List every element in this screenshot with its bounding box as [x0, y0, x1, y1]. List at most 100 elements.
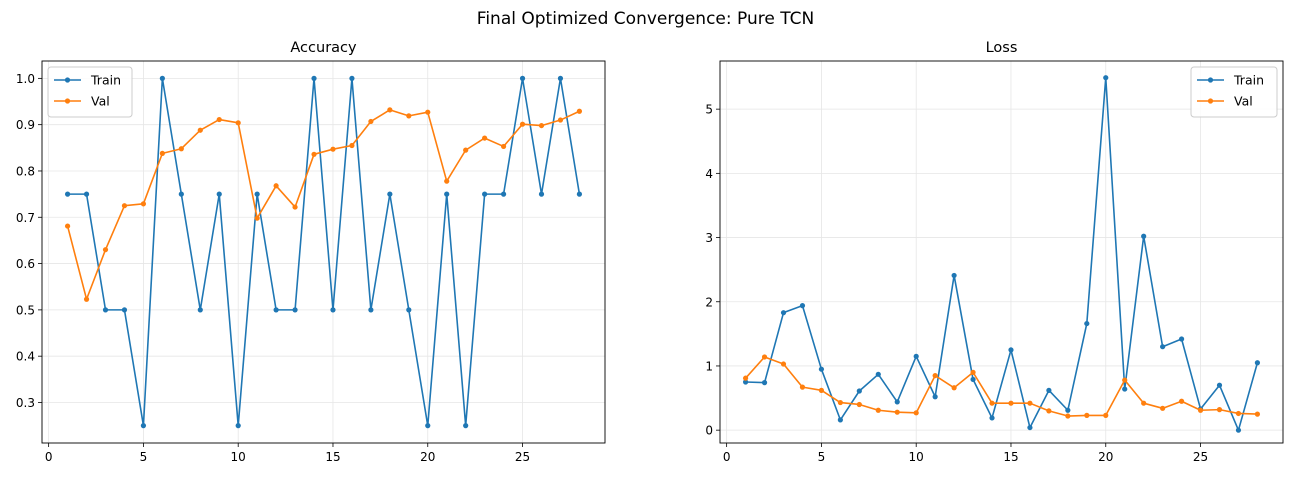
data-point: [463, 423, 469, 429]
data-point: [538, 191, 545, 197]
y-tick-label: 0.4: [16, 350, 35, 364]
accuracy-series-val: [64, 107, 583, 302]
y-tick-label: 2: [705, 295, 713, 309]
loss-grid: [720, 61, 1283, 443]
data-point: [159, 150, 165, 156]
data-point: [349, 142, 355, 149]
loss-series-val: [742, 354, 1261, 419]
data-point: [292, 307, 298, 313]
data-point: [1046, 408, 1052, 414]
data-point: [1046, 387, 1052, 393]
data-point: [102, 247, 109, 253]
data-point: [273, 183, 279, 189]
data-point: [818, 366, 825, 372]
y-tick-label: 0.8: [16, 164, 35, 178]
x-tick-label: 0: [45, 450, 53, 464]
data-point: [178, 146, 184, 152]
series-line: [745, 76, 1259, 431]
figure-title: Final Optimized Convergence: Pure TCN: [477, 9, 814, 29]
data-point: [1103, 412, 1109, 418]
data-point: [818, 387, 825, 393]
data-point: [951, 272, 957, 279]
series-line: [67, 77, 581, 427]
data-point: [1065, 407, 1071, 413]
loss-series-train: [742, 75, 1261, 433]
data-point: [799, 303, 806, 309]
data-point: [83, 191, 90, 197]
data-point: [875, 371, 881, 377]
data-point: [856, 388, 862, 394]
data-point: [1141, 233, 1147, 239]
data-point: [216, 191, 222, 197]
data-point: [406, 113, 412, 119]
data-point: [330, 307, 336, 313]
data-point: [330, 146, 336, 152]
data-point: [197, 127, 203, 133]
data-point: [875, 407, 881, 413]
data-point: [1197, 407, 1204, 413]
data-point: [1160, 344, 1166, 350]
data-point: [576, 108, 583, 114]
data-point: [989, 415, 995, 421]
data-point: [102, 307, 109, 313]
data-point: [1216, 382, 1223, 388]
data-point: [444, 178, 450, 184]
loss-legend: Train Val: [1190, 66, 1278, 118]
x-tick-label: 0: [723, 450, 731, 464]
y-tick-label: 3: [705, 231, 713, 245]
y-tick-label: 0.6: [16, 257, 35, 271]
y-tick-label: 0.7: [16, 211, 35, 225]
data-point: [761, 380, 768, 386]
data-point: [83, 296, 90, 302]
data-point: [463, 147, 469, 153]
data-point: [856, 401, 862, 408]
data-point: [216, 116, 222, 123]
data-point: [742, 375, 749, 381]
data-point: [913, 353, 919, 359]
y-tick-label: 1: [705, 359, 713, 373]
data-point: [406, 307, 412, 313]
accuracy-axes-frame: [41, 60, 606, 444]
legend-swatch-marker: [1207, 77, 1214, 83]
x-tick-label: 5: [818, 450, 826, 464]
data-point: [387, 107, 393, 113]
data-point: [951, 385, 957, 391]
y-tick-label: 0: [705, 424, 713, 438]
data-point: [780, 310, 787, 316]
data-point: [519, 121, 526, 127]
data-point: [557, 75, 564, 81]
data-point: [894, 409, 900, 415]
data-point: [538, 122, 545, 129]
accuracy-chart: 0 5 10 15 20 25 0.3 0.4 0.5 0.6 0.7 0.8 0.9 1.0 Accura…: [16, 40, 606, 464]
x-tick-label: 25: [1193, 450, 1208, 464]
data-point: [970, 369, 976, 375]
data-point: [1027, 400, 1033, 406]
data-point: [254, 191, 260, 197]
data-point: [121, 307, 128, 313]
legend-label: Train: [1233, 73, 1264, 88]
x-tick-label: 10: [909, 450, 924, 464]
legend-swatch-marker: [64, 77, 71, 83]
legend-label: Val: [91, 94, 110, 109]
x-tick-label: 10: [231, 450, 246, 464]
data-point: [1122, 386, 1128, 392]
y-tick-label: 1.0: [16, 72, 35, 86]
data-point: [1084, 412, 1090, 418]
chart-title: Accuracy: [290, 40, 357, 56]
data-point: [178, 191, 184, 197]
data-point: [1160, 405, 1166, 411]
y-tick-label: 0.5: [16, 303, 35, 317]
data-point: [140, 201, 147, 207]
y-tick-label: 4: [705, 167, 713, 181]
data-point: [989, 400, 995, 406]
data-point: [1254, 411, 1261, 417]
legend-label: Train: [90, 73, 121, 88]
y-tick-label: 5: [705, 103, 713, 117]
data-point: [1141, 400, 1147, 406]
data-point: [425, 109, 431, 115]
data-point: [761, 354, 768, 360]
series-line: [66, 109, 580, 301]
data-point: [1103, 75, 1109, 81]
data-point: [500, 191, 507, 197]
